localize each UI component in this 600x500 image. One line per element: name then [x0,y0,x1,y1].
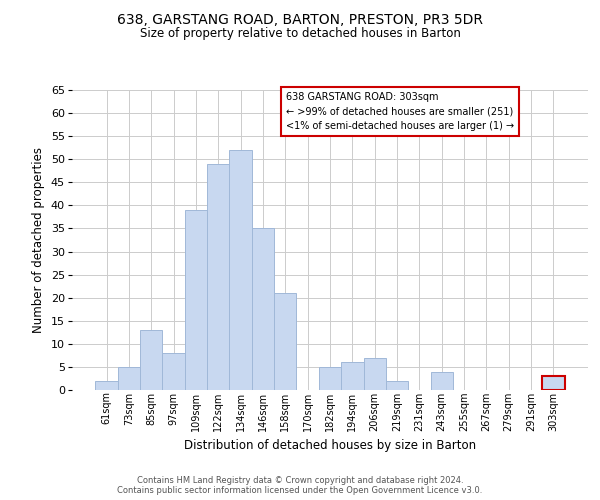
Text: Size of property relative to detached houses in Barton: Size of property relative to detached ho… [140,28,460,40]
Bar [431,372,453,390]
Bar [140,330,163,390]
Bar [364,358,386,390]
Bar [341,362,364,390]
Bar [118,367,140,390]
Bar [95,381,118,390]
Bar [319,367,341,390]
Bar [185,210,207,390]
Y-axis label: Number of detached properties: Number of detached properties [32,147,46,333]
Bar [229,150,252,390]
Text: 638 GARSTANG ROAD: 303sqm
← >99% of detached houses are smaller (251)
<1% of sem: 638 GARSTANG ROAD: 303sqm ← >99% of deta… [286,92,514,131]
Bar [252,228,274,390]
Bar [274,293,296,390]
Text: Contains HM Land Registry data © Crown copyright and database right 2024.: Contains HM Land Registry data © Crown c… [137,476,463,485]
Bar [542,376,565,390]
X-axis label: Distribution of detached houses by size in Barton: Distribution of detached houses by size … [184,439,476,452]
Bar [386,381,408,390]
Text: Contains public sector information licensed under the Open Government Licence v3: Contains public sector information licen… [118,486,482,495]
Text: 638, GARSTANG ROAD, BARTON, PRESTON, PR3 5DR: 638, GARSTANG ROAD, BARTON, PRESTON, PR3… [117,12,483,26]
Bar [207,164,229,390]
Bar [163,353,185,390]
